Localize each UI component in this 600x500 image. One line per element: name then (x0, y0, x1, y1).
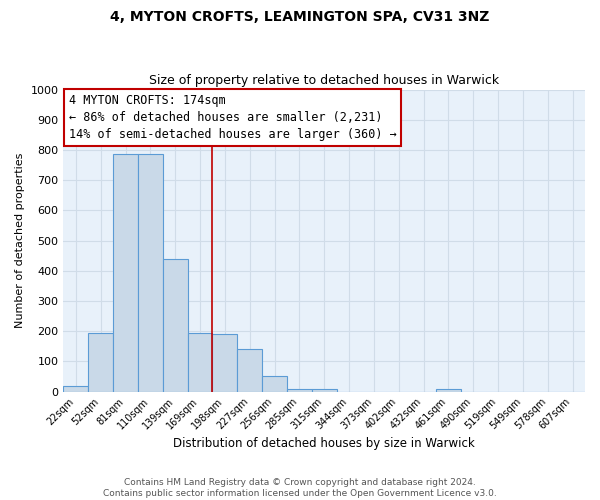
Bar (188, 332, 212, 392)
Bar (212, 334, 237, 392)
Bar (64, 386, 88, 392)
Bar (113, 154, 138, 392)
Text: Contains HM Land Registry data © Crown copyright and database right 2024.
Contai: Contains HM Land Registry data © Crown c… (103, 478, 497, 498)
Text: 4, MYTON CROFTS, LEAMINGTON SPA, CV31 3NZ: 4, MYTON CROFTS, LEAMINGTON SPA, CV31 3N… (110, 10, 490, 24)
Bar (138, 154, 163, 392)
Bar (88, 332, 113, 392)
Bar (237, 350, 262, 392)
Bar (262, 376, 287, 392)
Title: Size of property relative to detached houses in Warwick: Size of property relative to detached ho… (149, 74, 499, 87)
Bar (163, 258, 188, 392)
Bar (436, 388, 461, 392)
Text: 4 MYTON CROFTS: 174sqm
← 86% of detached houses are smaller (2,231)
14% of semi-: 4 MYTON CROFTS: 174sqm ← 86% of detached… (68, 94, 397, 141)
X-axis label: Distribution of detached houses by size in Warwick: Distribution of detached houses by size … (173, 437, 475, 450)
Y-axis label: Number of detached properties: Number of detached properties (15, 153, 25, 328)
Bar (312, 388, 337, 392)
Bar (287, 388, 312, 392)
